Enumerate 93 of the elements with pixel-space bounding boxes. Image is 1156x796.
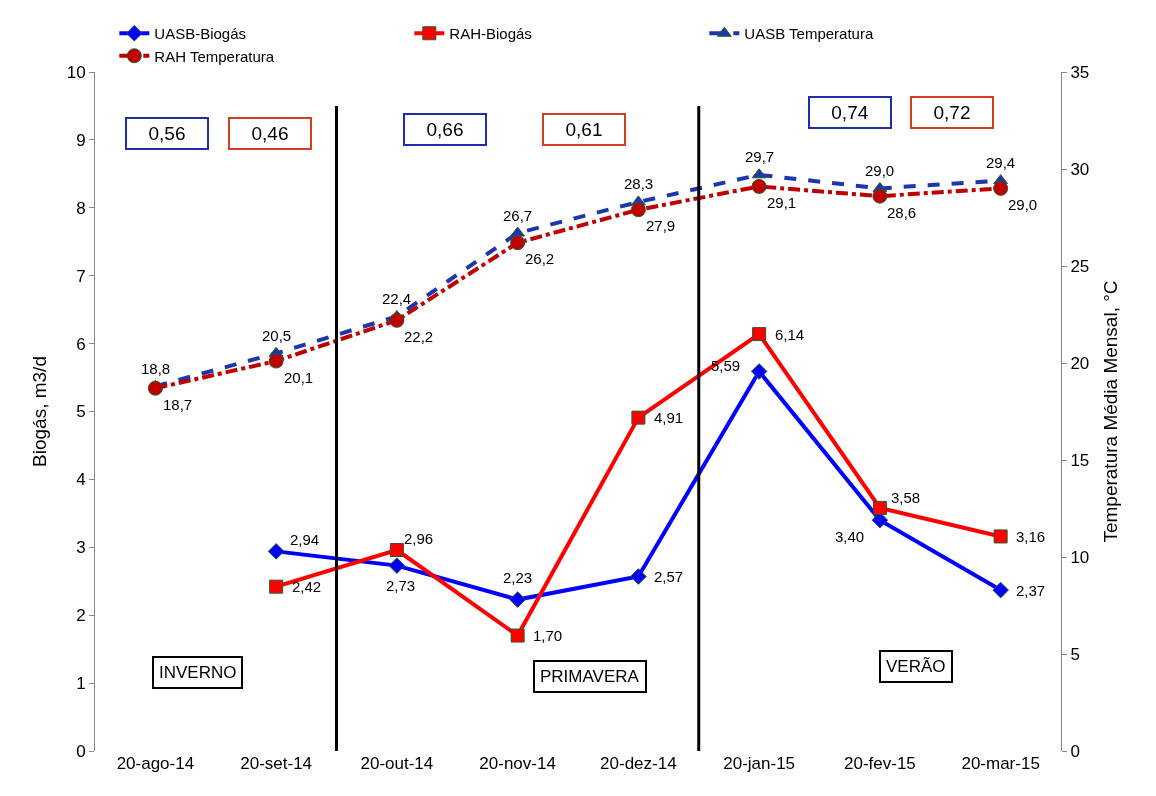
x-tick-label: 20-nov-14 <box>479 754 556 773</box>
data-label: 27,9 <box>646 217 676 234</box>
annotation: 0,46 <box>251 123 289 144</box>
point <box>872 188 888 204</box>
x-tick-label: 20-ago-14 <box>116 754 195 773</box>
annotation: INVERNO <box>159 663 237 682</box>
point <box>993 180 1009 196</box>
x-tick-label: 20-set-14 <box>240 754 313 773</box>
annotation: VERÃO <box>886 657 946 676</box>
data-label: 28,3 <box>624 175 654 192</box>
annotation: 0,56 <box>148 123 186 144</box>
point <box>750 363 768 380</box>
y-tick-label: 9 <box>76 130 86 150</box>
data-label: 2,94 <box>290 531 320 548</box>
y-tick-label: 0 <box>76 741 86 761</box>
y2-tick-label: 10 <box>1070 547 1090 567</box>
point <box>631 410 646 425</box>
point <box>630 202 646 218</box>
point <box>269 579 284 594</box>
point <box>267 543 285 560</box>
point <box>752 327 767 342</box>
annotation: 0,72 <box>933 102 971 123</box>
y2-tick-label: 35 <box>1070 62 1090 82</box>
y2-tick-label: 5 <box>1070 644 1080 664</box>
data-label: 4,91 <box>654 409 684 426</box>
legend-label: UASB Temperatura <box>744 25 874 43</box>
point <box>751 178 767 194</box>
legend-label: RAH-Biogás <box>449 25 532 43</box>
annotation: 0,74 <box>831 102 869 123</box>
y2-tick-label: 15 <box>1070 450 1090 470</box>
data-label: 6,14 <box>775 326 805 343</box>
y-tick-label: 5 <box>76 402 86 422</box>
legend-label: RAH Temperatura <box>154 47 275 65</box>
x-tick-label: 20-jan-15 <box>723 754 796 773</box>
y2-axis-title: Temperatura Média Mensal, °C <box>1100 280 1122 543</box>
point <box>510 628 525 643</box>
point <box>389 312 405 328</box>
data-label: 3,40 <box>835 528 865 545</box>
x-tick-label: 20-out-14 <box>360 754 434 773</box>
data-label: 22,4 <box>382 290 412 307</box>
data-label: 18,7 <box>163 396 193 413</box>
y-tick-label: 1 <box>76 674 86 694</box>
legend-label: UASB-Biogás <box>154 25 247 43</box>
data-label: 18,8 <box>141 360 171 377</box>
point <box>630 568 647 585</box>
data-label: 2,23 <box>503 569 533 586</box>
y-tick-label: 4 <box>76 470 86 490</box>
data-label: 26,2 <box>525 250 555 267</box>
point <box>268 353 284 369</box>
point <box>510 235 526 251</box>
data-label: 29,0 <box>865 162 895 179</box>
data-label: 26,7 <box>503 207 533 224</box>
y-tick-label: 10 <box>66 62 86 82</box>
x-tick-label: 20-dez-14 <box>600 754 677 773</box>
data-label: 2,73 <box>386 577 416 594</box>
data-label: 22,2 <box>404 328 434 345</box>
point <box>992 581 1009 599</box>
point <box>509 591 526 608</box>
y-tick-label: 7 <box>76 266 86 286</box>
y-tick-label: 3 <box>76 538 86 558</box>
data-label: 1,70 <box>533 627 563 644</box>
data-label: 29,1 <box>767 194 797 211</box>
y2-tick-label: 0 <box>1070 741 1080 761</box>
annotation: PRIMAVERA <box>540 667 640 686</box>
data-label: 29,0 <box>1008 196 1038 213</box>
data-label: 3,58 <box>891 489 921 506</box>
point <box>388 557 406 574</box>
y-axis-title: Biogás, m3/d <box>28 356 50 467</box>
y-tick-label: 8 <box>76 198 86 218</box>
point <box>993 529 1008 544</box>
y-tick-label: 2 <box>76 606 86 626</box>
y2-tick-label: 25 <box>1070 256 1090 276</box>
point <box>872 500 887 515</box>
data-label: 5,59 <box>711 357 741 374</box>
data-label: 20,1 <box>284 369 314 386</box>
data-label: 3,16 <box>1016 528 1046 545</box>
annotation: 0,61 <box>565 119 603 140</box>
data-label: 2,42 <box>292 578 322 595</box>
y2-tick-label: 30 <box>1070 159 1090 179</box>
data-label: 20,5 <box>262 327 292 344</box>
data-label: 2,57 <box>654 568 684 585</box>
point <box>389 543 404 558</box>
x-tick-label: 20-fev-15 <box>843 754 916 773</box>
point <box>147 380 163 396</box>
data-label: 28,6 <box>887 204 917 221</box>
y-tick-label: 6 <box>76 334 86 354</box>
x-tick-label: 20-mar-15 <box>961 754 1040 773</box>
annotation: 0,66 <box>426 119 464 140</box>
data-label: 2,37 <box>1016 582 1046 599</box>
data-label: 29,7 <box>745 148 775 165</box>
data-label: 2,96 <box>404 530 434 547</box>
data-label: 29,4 <box>986 154 1016 171</box>
y2-tick-label: 20 <box>1070 353 1090 373</box>
